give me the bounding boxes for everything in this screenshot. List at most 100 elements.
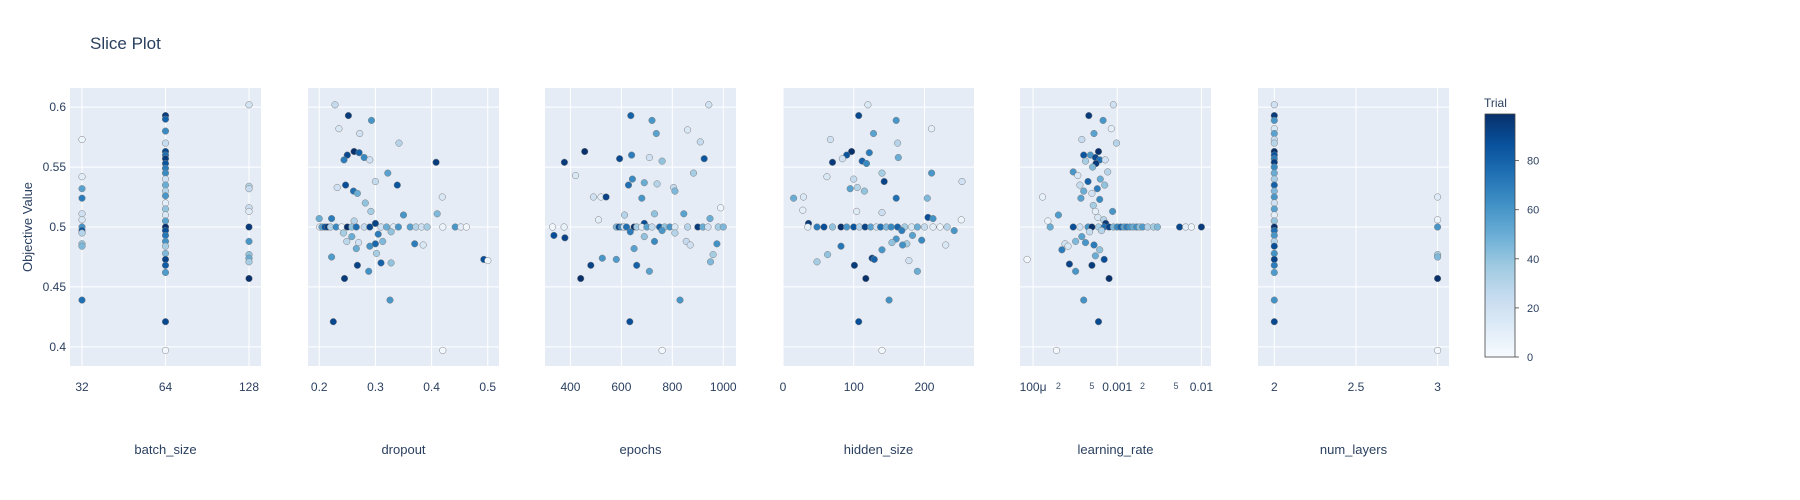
data-point [892, 116, 900, 124]
data-point [853, 207, 861, 215]
data-point [899, 241, 907, 249]
data-point [1270, 296, 1278, 304]
data-point [328, 253, 336, 261]
data-point [1434, 193, 1442, 201]
x-axis-label: num_layers [1320, 442, 1388, 457]
data-point [161, 211, 170, 219]
y-axis-label: Objective Value [20, 182, 35, 272]
data-point [898, 227, 906, 235]
data-point [328, 215, 336, 223]
data-point [1096, 175, 1104, 183]
data-point [658, 346, 666, 354]
data-point [245, 207, 253, 215]
data-point [315, 215, 323, 223]
x-tick-label: 64 [159, 380, 173, 394]
data-point [1076, 223, 1084, 231]
data-point [1078, 135, 1086, 144]
data-point [386, 296, 394, 304]
data-point [361, 199, 369, 207]
data-point [1112, 139, 1121, 147]
data-point [161, 231, 170, 239]
data-point [1064, 242, 1072, 250]
data-point [78, 296, 86, 304]
colorbar-title: Trial [1484, 96, 1507, 110]
x-tick-label: 2 [1140, 381, 1145, 391]
data-point [352, 223, 360, 231]
data-point [1434, 274, 1442, 283]
colorbar-tick-label: 60 [1527, 205, 1539, 217]
data-point [1088, 261, 1096, 269]
data-point [838, 155, 846, 163]
data-point [353, 261, 361, 269]
data-point [1074, 171, 1082, 180]
data-point [245, 101, 253, 109]
data-point [864, 101, 872, 109]
data-point [1046, 223, 1054, 231]
data-point [1093, 185, 1101, 193]
data-point [799, 193, 808, 201]
data-point [1081, 239, 1090, 247]
data-point [161, 127, 170, 135]
data-point [1089, 201, 1097, 209]
data-point [245, 185, 253, 193]
data-point [638, 194, 646, 202]
y-tick-label: 0.45 [43, 280, 67, 294]
x-tick-label: 128 [239, 380, 259, 394]
data-point [653, 180, 661, 188]
data-point [1270, 205, 1278, 213]
data-point [377, 259, 385, 267]
data-point [1270, 139, 1278, 147]
x-axis-label: learning_rate [1078, 442, 1154, 457]
data-point [1039, 193, 1047, 201]
x-tick-label: 0.3 [367, 380, 384, 394]
data-point [918, 236, 926, 244]
data-point [339, 229, 347, 237]
data-point [78, 194, 86, 202]
data-point [353, 189, 361, 197]
data-point [865, 149, 873, 157]
data-point [161, 199, 170, 207]
data-point [630, 245, 638, 253]
data-point [628, 175, 636, 183]
data-point [343, 237, 351, 245]
data-point [1069, 223, 1077, 231]
data-point [1088, 189, 1096, 197]
data-point [1270, 169, 1278, 177]
data-point [717, 204, 725, 212]
data-point [957, 216, 965, 224]
data-point [855, 112, 863, 120]
x-tick-label: 0 [780, 380, 787, 394]
data-point [1065, 260, 1073, 268]
data-point [245, 223, 253, 231]
data-point [161, 346, 170, 354]
data-point [1109, 207, 1117, 215]
data-point [1270, 268, 1278, 277]
data-point [650, 237, 659, 245]
y-tick-label: 0.4 [49, 340, 66, 354]
data-point [598, 254, 606, 262]
data-point [161, 205, 170, 213]
data-point [594, 216, 603, 224]
data-point [885, 296, 893, 304]
data-point [161, 175, 170, 183]
data-point [1270, 193, 1278, 201]
y-tick-label: 0.5 [49, 220, 66, 234]
data-point [78, 242, 86, 250]
x-tick-label: 400 [560, 380, 580, 394]
data-point [671, 187, 679, 195]
colorbar-tick-label: 80 [1527, 156, 1539, 168]
data-point [423, 223, 431, 231]
data-point [958, 177, 966, 186]
data-point [371, 240, 379, 248]
data-point [161, 242, 170, 250]
data-point [860, 187, 868, 195]
data-point [344, 112, 352, 120]
data-point [572, 171, 580, 180]
data-point [1270, 217, 1278, 225]
data-point [650, 210, 659, 218]
data-point [399, 211, 408, 219]
data-point [790, 194, 798, 202]
data-point [161, 217, 170, 225]
data-point [355, 239, 363, 247]
